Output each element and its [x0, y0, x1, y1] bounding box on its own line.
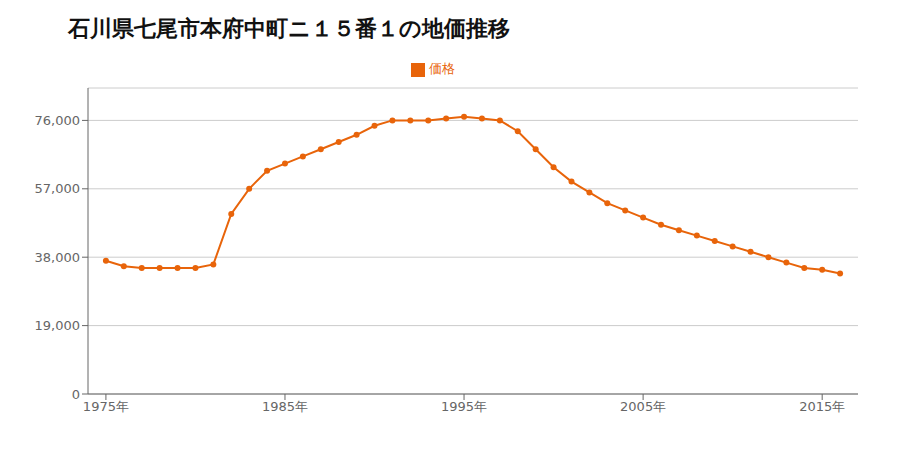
- html-text:価格: 価格: [429, 61, 455, 76]
- html-text:石川県七尾市本府中町ニ１５番１の地価推移: 石川県七尾市本府中町ニ１５番１の地価推移: [68, 16, 510, 41]
- svg-text:2005年: 2005年: [620, 399, 666, 414]
- svg-text:2015年: 2015年: [799, 399, 845, 414]
- svg-text:57,000: 57,000: [35, 181, 81, 196]
- svg-text:76,000: 76,000: [35, 113, 81, 128]
- svg-text:1975年: 1975年: [83, 399, 129, 414]
- svg-text:38,000: 38,000: [35, 250, 81, 265]
- svg-text:19,000: 19,000: [35, 318, 81, 333]
- svg-text:0: 0: [72, 387, 80, 402]
- svg-text:1985年: 1985年: [262, 399, 308, 414]
- svg-text:1995年: 1995年: [441, 399, 487, 414]
